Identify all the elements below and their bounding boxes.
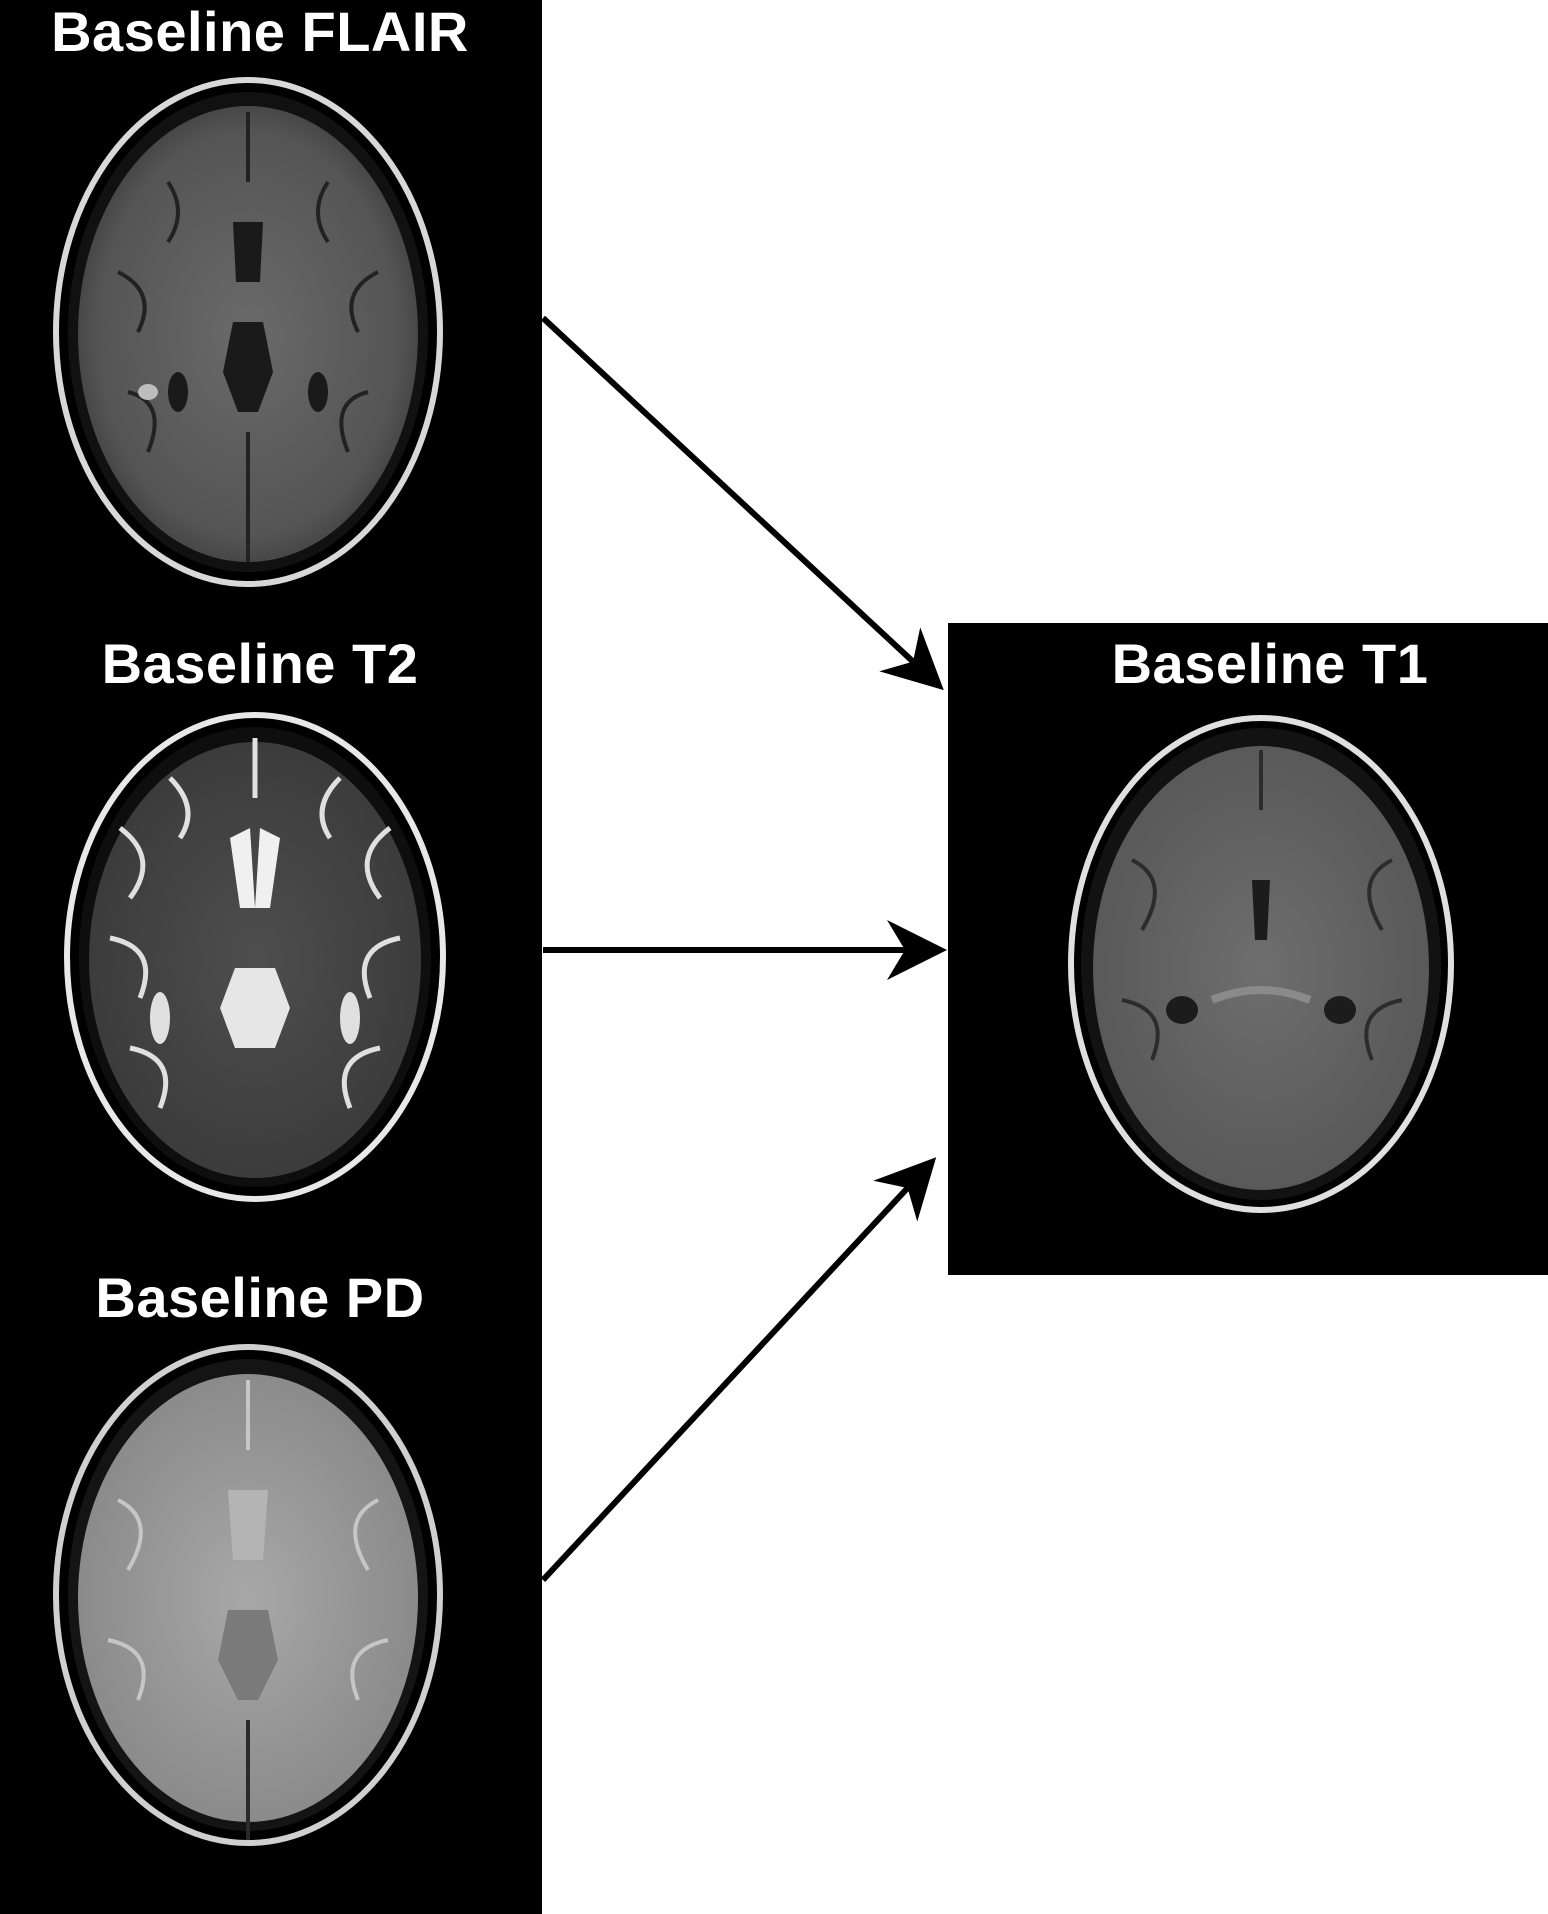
flair-scan-image [53,77,443,587]
pd-to-t1-arrow [540,1157,937,1583]
flair-label: Baseline FLAIR [51,0,469,63]
pd-label: Baseline PD [95,1266,425,1329]
t2-scan-image [64,712,446,1202]
flair-to-t1-arrow [540,315,944,691]
t1-scan-image [1068,715,1454,1213]
t1-label: Baseline T1 [1111,632,1429,695]
pd-scan-image [53,1344,443,1846]
t2-label: Baseline T2 [101,632,419,695]
